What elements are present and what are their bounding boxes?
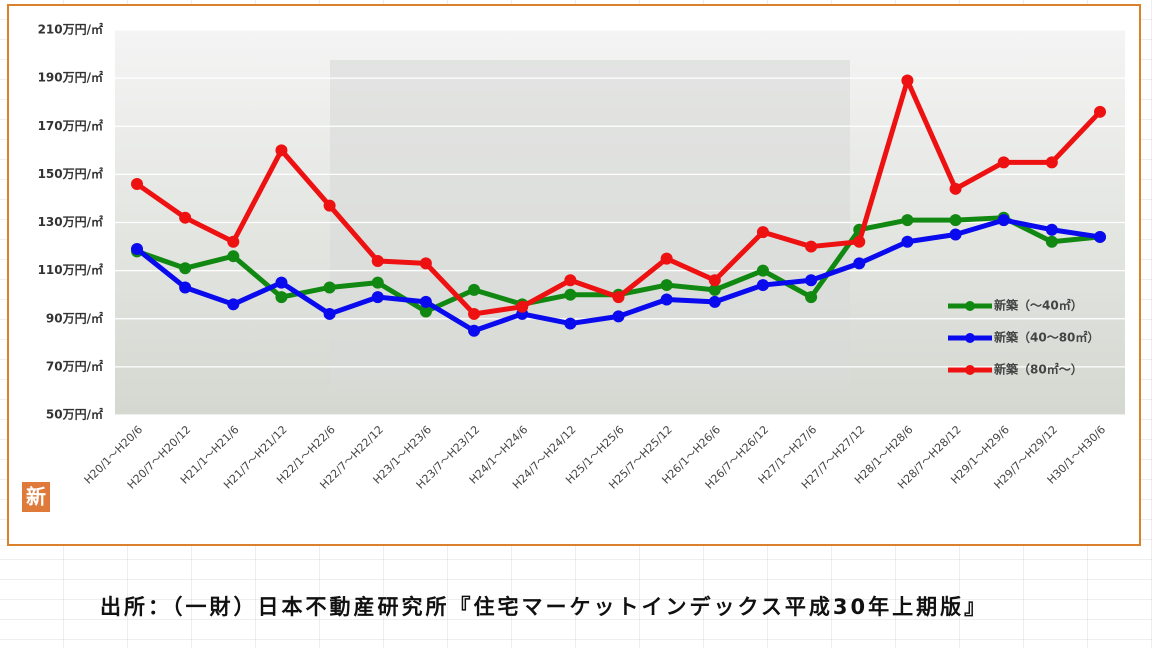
y-tick-label: 190万円/㎡: [38, 70, 103, 85]
data-point: [323, 199, 336, 212]
data-point: [756, 279, 769, 292]
data-point: [901, 214, 914, 227]
data-point: [371, 255, 384, 267]
data-point: [708, 295, 721, 308]
y-tick-label: 130万円/㎡: [38, 214, 103, 229]
y-tick-label: 210万円/㎡: [38, 22, 103, 37]
data-point: [756, 226, 769, 239]
y-tick-label: 110万円/㎡: [38, 262, 103, 277]
data-point: [468, 307, 481, 320]
legend-marker: [965, 365, 975, 375]
data-point: [564, 288, 577, 301]
data-point: [419, 295, 432, 308]
y-tick-label: 50万円/㎡: [46, 407, 103, 422]
data-point: [660, 293, 673, 306]
data-point: [179, 281, 192, 294]
y-tick-label: 70万円/㎡: [46, 358, 103, 373]
data-point: [660, 252, 673, 265]
data-point: [853, 257, 866, 270]
y-tick-label: 90万円/㎡: [46, 310, 103, 325]
legend-label: 新築（～40㎡）: [994, 298, 1083, 313]
data-point: [901, 235, 914, 248]
legend-label: 新築（40～80㎡）: [994, 330, 1099, 345]
data-point: [419, 305, 432, 318]
data-point: [323, 281, 336, 294]
data-point: [131, 242, 143, 255]
data-point: [949, 214, 962, 227]
y-tick-label: 170万円/㎡: [38, 118, 103, 133]
icon-label: 新: [26, 485, 46, 509]
data-point: [805, 274, 818, 287]
data-point: [1094, 105, 1106, 118]
data-point: [853, 235, 866, 248]
data-point: [371, 291, 384, 304]
data-point: [227, 250, 240, 263]
data-point: [564, 274, 577, 287]
data-point: [901, 74, 914, 87]
data-point: [708, 283, 721, 296]
icon: [22, 482, 50, 512]
data-point: [949, 182, 962, 195]
data-point: [179, 262, 192, 275]
data-point: [949, 228, 962, 241]
data-point: [1045, 156, 1058, 169]
data-point: [468, 283, 481, 296]
data-point: [419, 257, 432, 270]
data-point: [1045, 235, 1058, 248]
data-point: [179, 211, 192, 224]
data-point: [1045, 223, 1058, 236]
data-point: [805, 291, 818, 304]
data-point: [516, 300, 529, 313]
y-tick-label: 150万円/㎡: [38, 166, 103, 181]
data-point: [323, 307, 336, 320]
data-point: [756, 264, 769, 277]
data-point: [468, 324, 481, 337]
building: [330, 60, 850, 390]
legend-marker: [965, 301, 975, 311]
data-point: [275, 144, 288, 157]
data-point: [227, 235, 240, 248]
data-point: [564, 317, 577, 330]
source-note: 出所：（一財）日本不動産研究所『住宅マーケットインデックス平成30年上期版』: [100, 595, 988, 619]
data-point: [997, 156, 1010, 169]
data-point: [275, 291, 288, 304]
data-point: [708, 274, 721, 287]
data-point: [227, 298, 240, 311]
data-point: [660, 279, 673, 292]
data-point: [371, 276, 384, 289]
data-point: [805, 240, 818, 253]
legend-label: 新築（80㎡～）: [994, 362, 1083, 377]
data-point: [1094, 230, 1106, 243]
data-point: [131, 178, 143, 190]
data-point: [997, 214, 1010, 227]
legend-marker: [965, 333, 975, 343]
data-point: [612, 291, 625, 304]
data-point: [612, 310, 625, 323]
data-point: [275, 276, 288, 289]
